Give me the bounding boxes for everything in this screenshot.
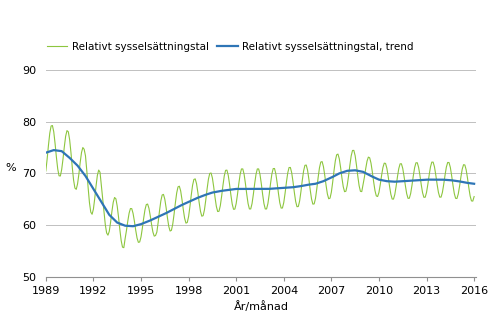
Relativt sysselsättningstal — [418, 183, 424, 187]
Relativt sysselsättningstal — [162, 197, 168, 201]
Relativt sysselsättningstal — [129, 207, 135, 211]
Relativt sysselsättningstal — [471, 195, 477, 198]
Relativt sysselsättningstal, trend — [51, 148, 57, 152]
Relativt sysselsättningstal — [121, 246, 127, 250]
Relativt sysselsättningstal — [131, 219, 137, 223]
Line: Relativt sysselsättningstal: Relativt sysselsättningstal — [46, 126, 474, 248]
X-axis label: År/månad: År/månad — [234, 301, 288, 313]
Relativt sysselsättningstal, trend — [131, 224, 137, 228]
Relativt sysselsättningstal — [94, 173, 100, 177]
Relativt sysselsättningstal — [427, 165, 433, 169]
Relativt sysselsättningstal, trend — [471, 182, 477, 186]
Relativt sysselsättningstal, trend — [162, 212, 168, 216]
Relativt sysselsättningstal, trend — [127, 224, 133, 228]
Relativt sysselsättningstal — [49, 124, 55, 128]
Legend: Relativt sysselsättningstal, Relativt sysselsättningstal, trend: Relativt sysselsättningstal, Relativt sy… — [42, 38, 417, 56]
Relativt sysselsättningstal — [43, 169, 49, 173]
Relativt sysselsättningstal, trend — [427, 178, 433, 182]
Relativt sysselsättningstal, trend — [94, 194, 100, 197]
Relativt sysselsättningstal, trend — [418, 178, 424, 182]
Relativt sysselsättningstal, trend — [130, 224, 136, 228]
Y-axis label: %: % — [5, 163, 16, 173]
Relativt sysselsättningstal, trend — [43, 151, 49, 155]
Line: Relativt sysselsättningstal, trend: Relativt sysselsättningstal, trend — [46, 150, 474, 226]
